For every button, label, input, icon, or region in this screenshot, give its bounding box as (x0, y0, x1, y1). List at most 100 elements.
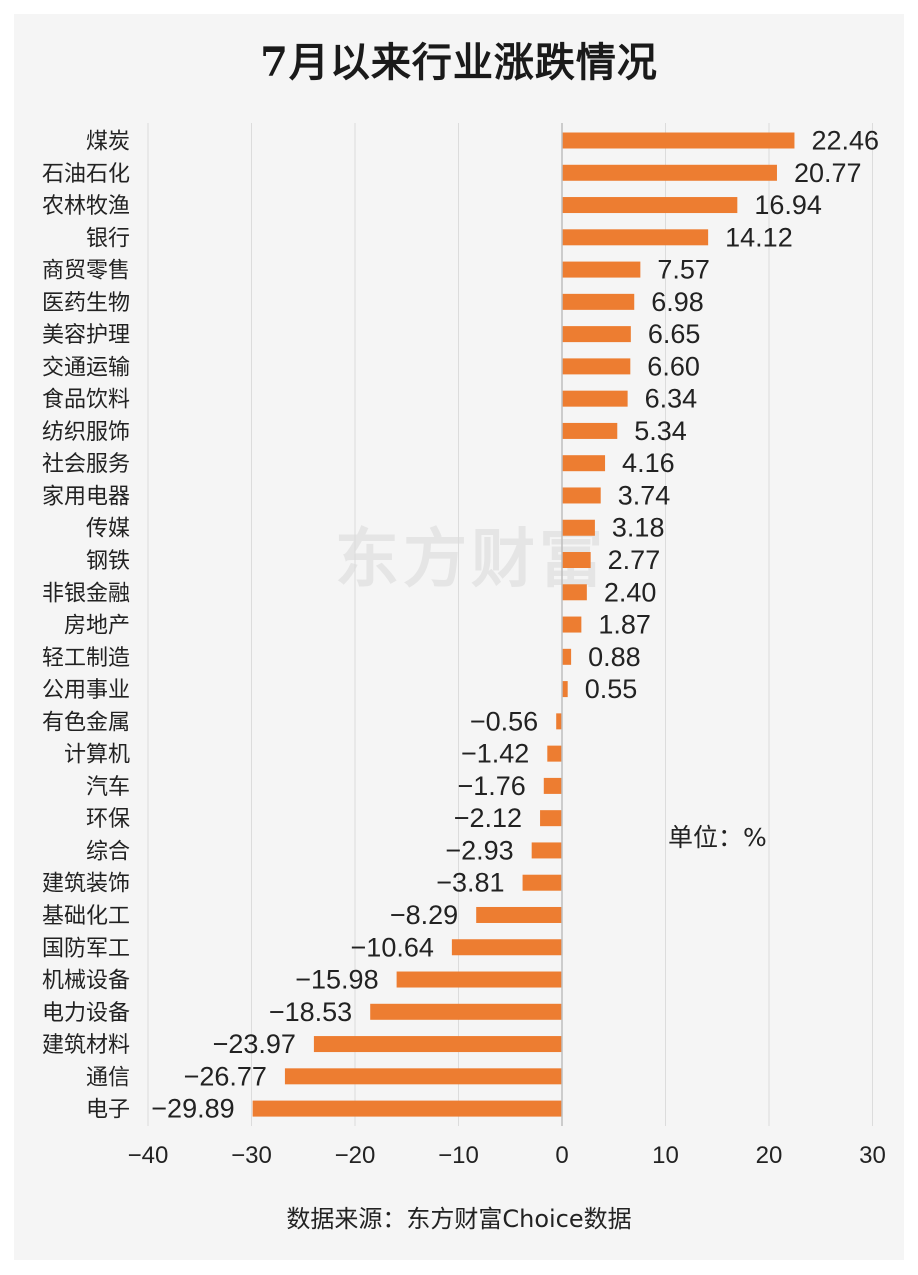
category-label: 建筑材料 (42, 1033, 130, 1058)
bar (252, 1100, 563, 1117)
bar (543, 777, 562, 794)
category-label: 有色金属 (42, 710, 130, 735)
bar-value-label: 0.55 (585, 674, 638, 704)
category-label: 家用电器 (42, 484, 130, 509)
x-tick-label: −40 (128, 1142, 169, 1169)
bar (476, 906, 562, 923)
category-label: 钢铁 (86, 549, 130, 574)
bar (313, 1036, 562, 1053)
category-label: 建筑装饰 (42, 872, 130, 897)
bar (562, 552, 591, 569)
bar (562, 197, 738, 214)
watermark: 东方财富 (335, 522, 607, 597)
bar-value-label: 3.74 (618, 480, 671, 510)
bar-value-label: −15.98 (295, 965, 378, 995)
category-label: 机械设备 (42, 969, 130, 994)
category-label: 银行 (86, 226, 130, 251)
source-note: 数据来源：东方财富Choice数据 (286, 1205, 632, 1233)
category-label: 汽车 (86, 775, 130, 800)
bar-value-label: 4.16 (622, 448, 675, 478)
bar-value-label: −18.53 (269, 997, 352, 1027)
x-tick-label: −20 (335, 1142, 376, 1169)
category-label: 纺织服饰 (42, 420, 130, 445)
bar-value-label: −1.76 (457, 771, 525, 801)
bar (562, 229, 709, 246)
bar (562, 422, 618, 439)
bar (562, 681, 568, 698)
category-label: 社会服务 (42, 452, 130, 477)
bar-value-label: 5.34 (634, 416, 687, 446)
bar (562, 390, 628, 407)
bar-value-label: −2.12 (454, 803, 522, 833)
bar (370, 1003, 562, 1020)
bar (562, 261, 641, 278)
bar (562, 326, 631, 343)
category-label: 通信 (86, 1065, 130, 1090)
bar-value-label: 16.94 (754, 190, 822, 220)
category-label: 环保 (86, 807, 130, 832)
bar (562, 648, 572, 665)
bar (451, 939, 562, 956)
bar-value-label: 2.40 (604, 577, 657, 607)
bar-value-label: 7.57 (657, 255, 710, 285)
category-label: 轻工制造 (42, 646, 130, 671)
bar-value-label: 6.34 (645, 384, 698, 414)
bar (562, 164, 777, 181)
category-label: 基础化工 (42, 904, 130, 929)
bar-value-label: 0.88 (588, 642, 641, 672)
bar-value-label: 3.18 (612, 513, 665, 543)
category-label: 煤炭 (86, 130, 130, 155)
bar (556, 713, 562, 730)
bar-value-label: 14.12 (725, 222, 793, 252)
bar (284, 1068, 562, 1085)
x-tick-label: 30 (859, 1142, 886, 1169)
bar (531, 842, 562, 859)
bar-value-label: −23.97 (213, 1029, 296, 1059)
bar (547, 745, 562, 762)
bar-value-label: 6.65 (648, 319, 701, 349)
category-label: 公用事业 (42, 678, 130, 703)
category-label: 房地产 (64, 614, 130, 639)
category-label: 综合 (86, 839, 130, 864)
unit-note: 单位：% (668, 823, 767, 852)
category-label: 石油石化 (42, 162, 130, 187)
category-label: 商贸零售 (42, 259, 130, 284)
bar (562, 584, 587, 601)
bar (562, 358, 631, 375)
x-tick-label: −10 (438, 1142, 479, 1169)
bar-value-label: −2.93 (445, 835, 513, 865)
category-label: 非银金融 (42, 581, 130, 606)
bar (562, 132, 795, 149)
bar-value-label: −3.81 (436, 868, 504, 898)
bar-value-label: 22.46 (811, 126, 879, 156)
chart-title: 7月以来行业涨跌情况 (260, 39, 658, 86)
bar-value-label: −0.56 (470, 706, 538, 736)
x-tick-label: 10 (652, 1142, 679, 1169)
x-tick-label: 0 (555, 1142, 568, 1169)
bar (562, 519, 595, 536)
bar-value-label: −8.29 (390, 900, 458, 930)
bar-value-label: 1.87 (598, 610, 651, 640)
bar-value-label: −1.42 (461, 739, 529, 769)
bar-value-label: 2.77 (608, 545, 661, 575)
x-tick-label: −30 (231, 1142, 272, 1169)
category-label: 电力设备 (42, 1001, 130, 1026)
bar-value-label: −10.64 (351, 932, 434, 962)
category-label: 计算机 (64, 743, 130, 768)
bar (522, 874, 562, 891)
category-label: 交通运输 (42, 355, 130, 380)
category-label: 国防军工 (42, 936, 130, 961)
category-label: 传媒 (86, 517, 130, 542)
bar (562, 293, 635, 310)
category-label: 美容护理 (42, 323, 130, 348)
x-tick-label: 20 (756, 1142, 783, 1169)
bar (562, 487, 601, 504)
bar-value-label: 6.98 (651, 287, 704, 317)
bar-value-label: 20.77 (794, 158, 862, 188)
bar (396, 971, 562, 988)
bar-value-label: −29.89 (151, 1094, 234, 1124)
category-label: 食品饮料 (42, 388, 130, 413)
bar (562, 455, 606, 472)
bar-value-label: 6.60 (647, 351, 700, 381)
